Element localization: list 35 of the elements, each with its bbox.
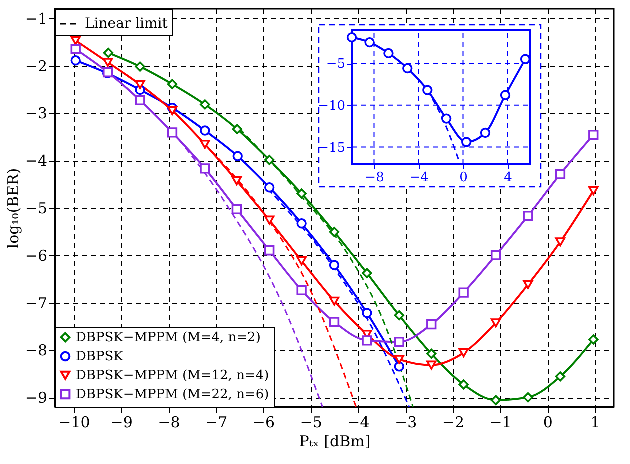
x-tick-label: −8 bbox=[158, 414, 180, 432]
x-tick-label: −7 bbox=[206, 414, 228, 432]
x-tick-label: −4 bbox=[348, 414, 370, 432]
x-tick-label: 0 bbox=[460, 170, 468, 186]
legend-label: DBPSK−MPPM (M=12, n=4) bbox=[76, 368, 270, 384]
x-axis-title: Pₜₓ [dBm] bbox=[299, 432, 371, 450]
x-tick-label: −2 bbox=[442, 414, 464, 432]
legend-label: DBPSK bbox=[76, 350, 124, 364]
y-tick-label: −1 bbox=[25, 10, 48, 28]
x-tick-label: 4 bbox=[504, 170, 512, 186]
x-tick-label: 1 bbox=[590, 414, 600, 432]
y-tick-label: −6 bbox=[25, 246, 48, 265]
y-tick-label: −5 bbox=[326, 57, 346, 72]
y-axis-title: log₁₀(BER) bbox=[4, 168, 22, 249]
x-tick-label: −10 bbox=[58, 414, 90, 432]
x-tick-label: −8 bbox=[365, 170, 384, 186]
x-tick-label: −5 bbox=[300, 414, 322, 432]
x-tick-label: −4 bbox=[410, 170, 429, 186]
annotation: Linear limit bbox=[85, 16, 168, 32]
y-tick-label: −9 bbox=[25, 389, 48, 408]
x-tick-label: −1 bbox=[490, 414, 512, 432]
legend-label: DBPSK−MPPM (M=22, n=6) bbox=[76, 388, 270, 402]
y-tick-label: −15 bbox=[318, 140, 346, 156]
y-tick-label: −4 bbox=[25, 152, 48, 170]
y-tick-label: −7 bbox=[25, 294, 48, 312]
x-tick-label: −6 bbox=[252, 414, 276, 432]
x-tick-label: −9 bbox=[110, 414, 133, 432]
y-tick-label: −2 bbox=[25, 57, 48, 76]
y-tick-label: −8 bbox=[25, 342, 48, 360]
y-tick-label: −3 bbox=[25, 104, 48, 123]
legend-label: DBPSK−MPPM (M=4, n=2) bbox=[76, 330, 261, 346]
x-tick-label: −3 bbox=[394, 414, 418, 432]
x-tick-label: 0 bbox=[543, 414, 553, 432]
y-tick-label: −5 bbox=[25, 200, 48, 218]
y-tick-label: −10 bbox=[318, 98, 346, 114]
